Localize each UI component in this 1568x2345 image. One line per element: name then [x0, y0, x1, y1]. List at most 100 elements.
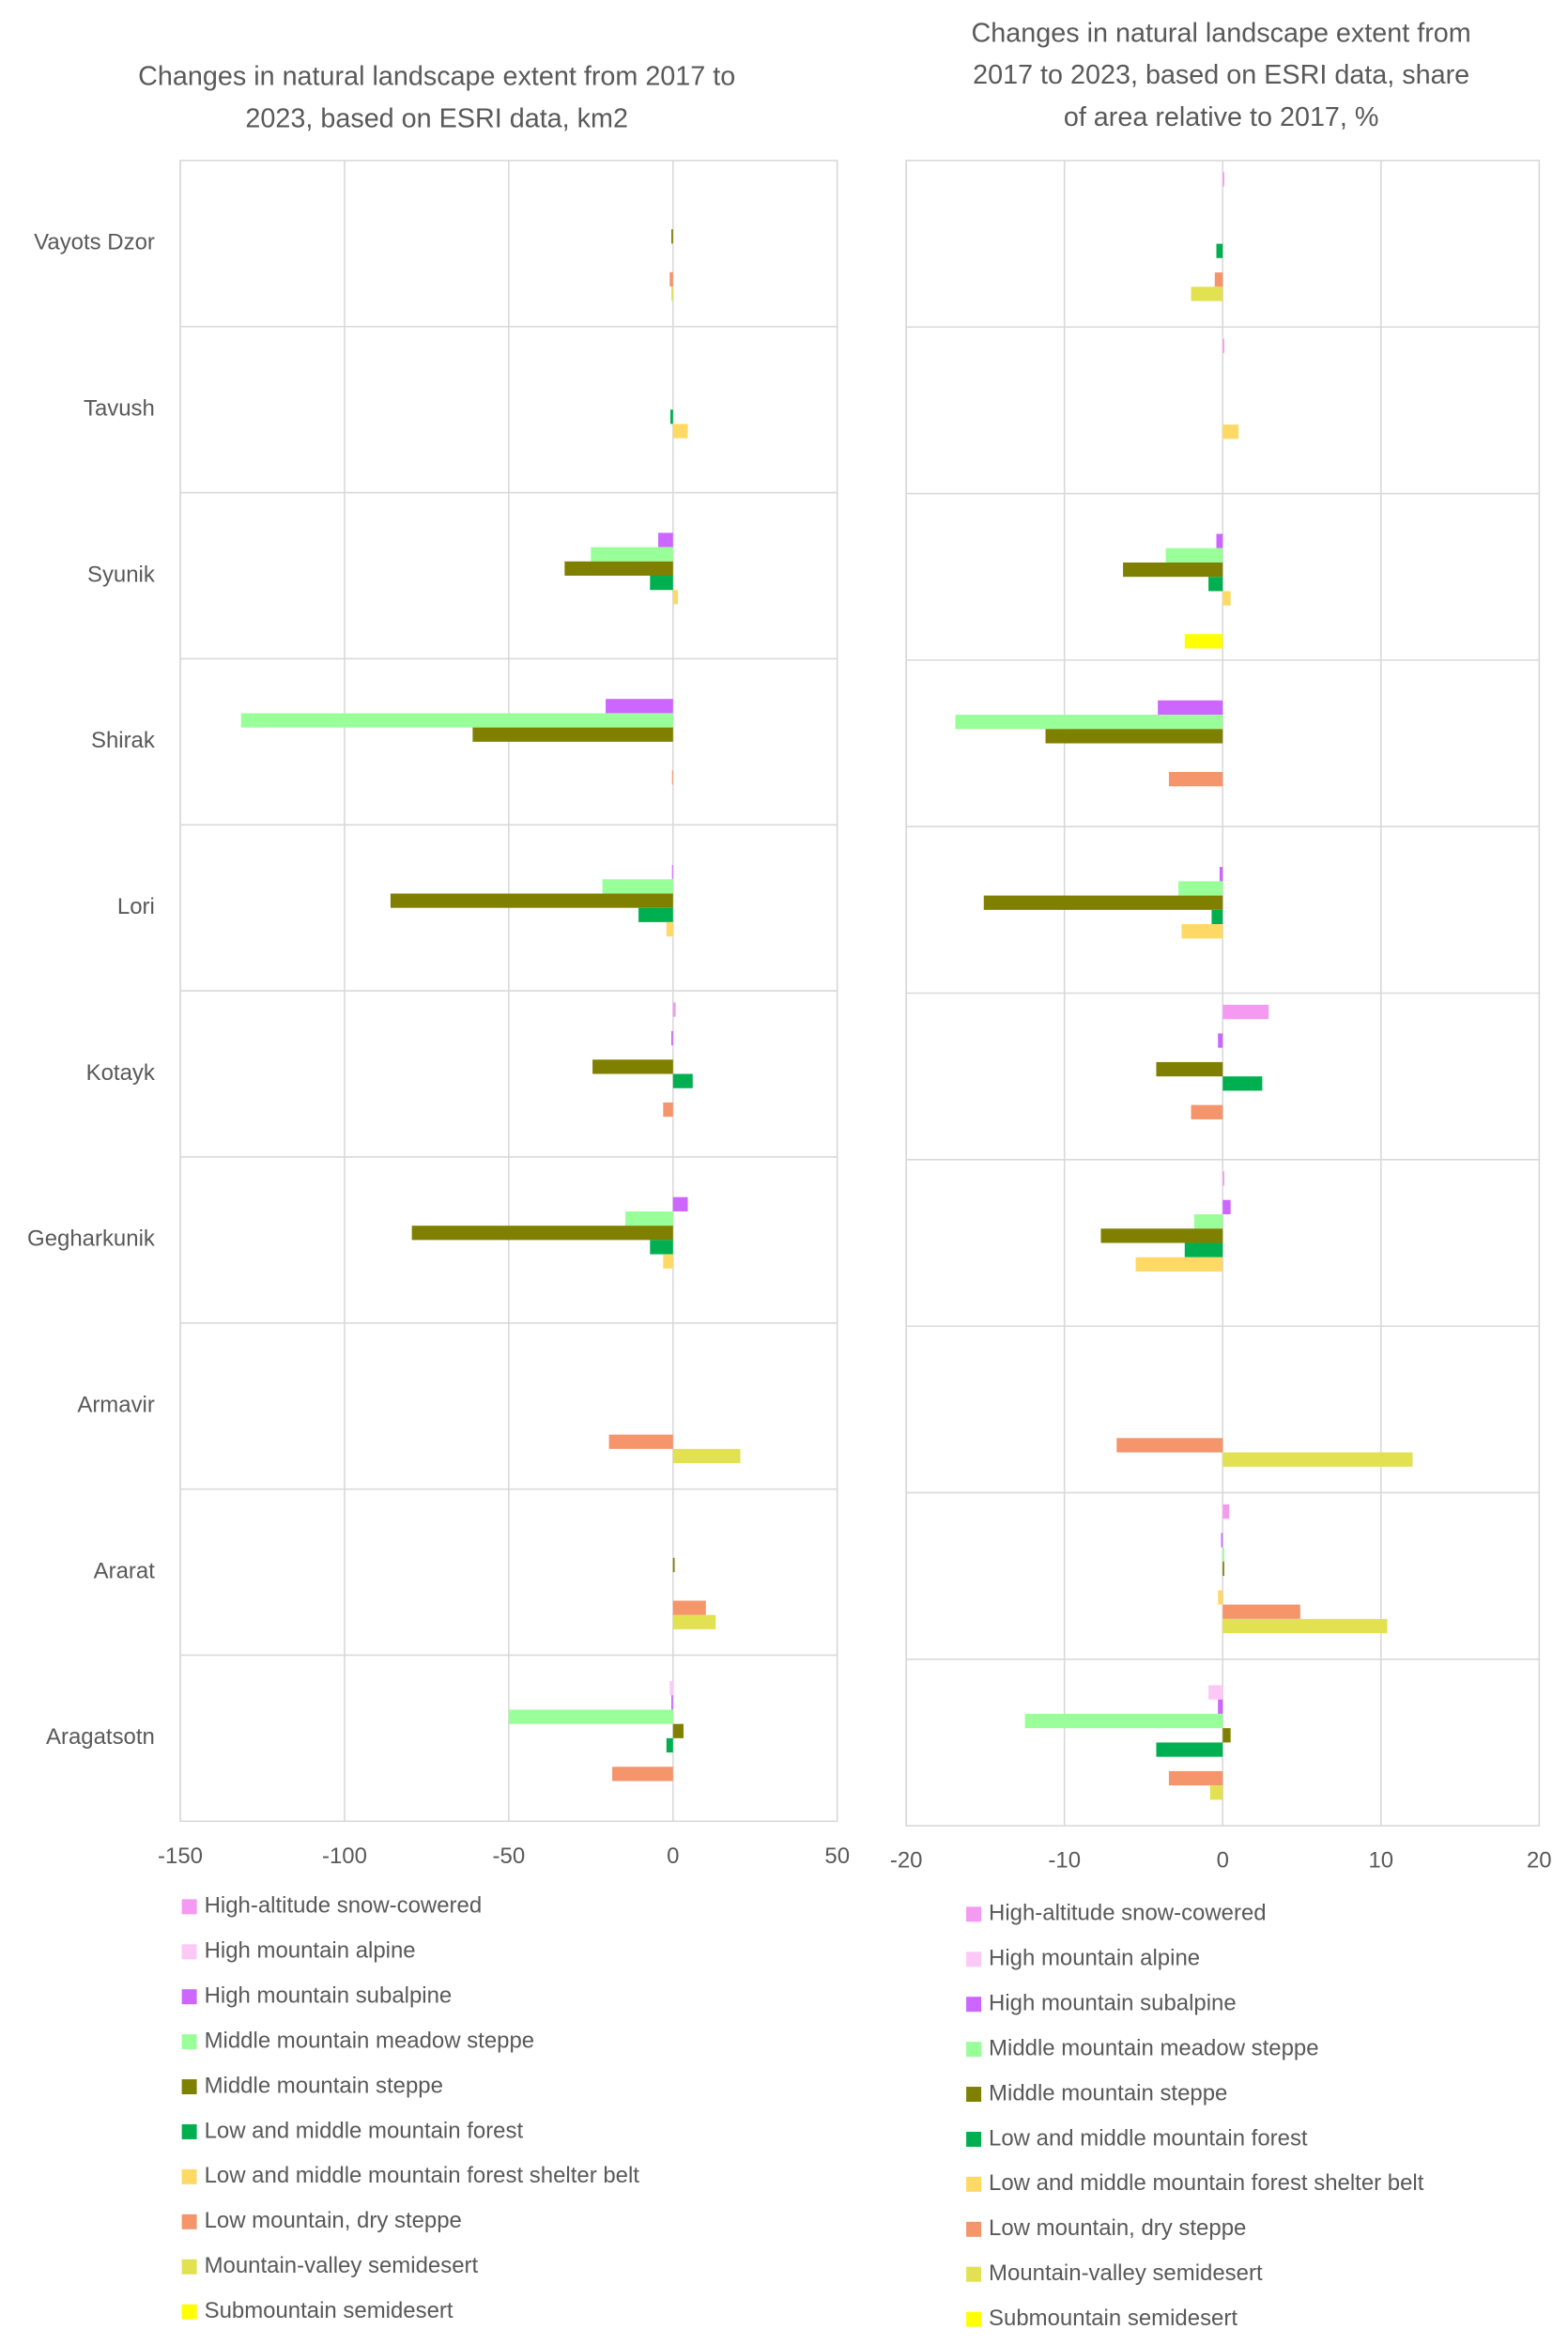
bar	[1218, 1590, 1223, 1605]
bar	[669, 1681, 673, 1696]
bar	[672, 1196, 688, 1211]
x-tick-label: 10	[1368, 1848, 1393, 1874]
bar	[671, 770, 673, 785]
legend-swatch	[966, 2042, 982, 2058]
legend-label: Low and middle mountain forest	[989, 2125, 1308, 2151]
bar	[666, 921, 673, 937]
bar	[1208, 577, 1223, 592]
bar	[1219, 867, 1223, 882]
chart-title: 2017 to 2023, based on ESRI data, share	[973, 60, 1469, 90]
legend-swatch	[966, 1997, 982, 2013]
legend-swatch	[181, 2079, 197, 2095]
legend-label: Middle mountain meadow steppe	[205, 2028, 535, 2053]
bar	[663, 1102, 673, 1118]
bar	[1178, 881, 1223, 896]
legend-swatch	[181, 2304, 197, 2320]
bar	[666, 1737, 673, 1753]
x-tick-label: 50	[824, 1844, 850, 1869]
legend-label: Submountain semidesert	[989, 2306, 1237, 2331]
legend-swatch	[966, 2131, 982, 2147]
legend-label: Mountain-valley semidesert	[989, 2260, 1263, 2286]
category-label: Aragatsotn	[46, 1724, 155, 1750]
legend-label: Low and middle mountain forest shelter b…	[989, 2170, 1424, 2196]
bar	[663, 1254, 673, 1269]
legend-label: Submountain semidesert	[205, 2298, 453, 2323]
bar	[1209, 1785, 1223, 1800]
bar	[1181, 924, 1223, 939]
bar	[672, 424, 688, 439]
bar	[669, 271, 673, 286]
bar	[1214, 272, 1223, 287]
bar	[411, 1226, 673, 1241]
legend-swatch	[181, 2034, 197, 2050]
bar	[508, 1709, 673, 1724]
bar	[625, 1211, 673, 1226]
legend-label: Middle mountain steppe	[989, 2080, 1227, 2106]
bar	[1216, 533, 1223, 548]
category-label: Tavush	[84, 396, 155, 422]
bar	[1168, 772, 1223, 787]
bar	[1135, 1257, 1223, 1272]
bar	[672, 1002, 676, 1017]
chart-title: of area relative to 2017, %	[1064, 102, 1379, 132]
bar	[672, 1073, 693, 1088]
bar	[1222, 1004, 1269, 1020]
bar	[1222, 1504, 1229, 1520]
legend-swatch	[966, 1906, 982, 1922]
category-label: Ararat	[94, 1558, 156, 1583]
bar	[1216, 243, 1223, 258]
bar	[1024, 1713, 1223, 1729]
bar	[1168, 1770, 1223, 1786]
bar	[1221, 1533, 1223, 1548]
bar	[669, 409, 673, 424]
bar	[672, 590, 679, 605]
bar	[1222, 1561, 1224, 1577]
bar	[983, 895, 1223, 910]
category-label: Armavir	[77, 1393, 155, 1418]
legend-swatch	[966, 2087, 982, 2103]
legend-swatch	[966, 1952, 982, 1967]
bar	[1222, 1199, 1231, 1214]
legend-label: Middle mountain meadow steppe	[989, 2035, 1319, 2060]
legend-label: Low mountain, dry steppe	[205, 2208, 462, 2233]
bar	[638, 907, 673, 922]
bar	[1222, 172, 1224, 187]
chart-title: 2023, based on ESRI data, km2	[245, 103, 628, 133]
bar	[1156, 1061, 1223, 1077]
bar	[1208, 1685, 1223, 1700]
bar	[1222, 1452, 1413, 1467]
bar	[650, 576, 673, 591]
bar	[672, 1723, 684, 1738]
legend-swatch	[966, 2311, 982, 2327]
bar	[955, 715, 1223, 730]
bar	[1211, 909, 1223, 925]
legend-label: High mountain subalpine	[205, 1983, 453, 2009]
legend-swatch	[181, 2168, 197, 2184]
legend-label: High mountain alpine	[989, 1946, 1200, 1971]
bar	[1218, 1699, 1223, 1714]
legend-label: Low and middle mountain forest	[205, 2118, 524, 2143]
legend-swatch	[181, 2214, 197, 2229]
bar	[1156, 1742, 1223, 1757]
category-label: Kotayk	[86, 1060, 156, 1086]
legend-swatch	[181, 1989, 197, 2005]
category-label: Vayots Dzor	[34, 230, 155, 255]
legend-label: High mountain subalpine	[989, 1991, 1237, 2016]
bar	[672, 1614, 716, 1629]
bar	[672, 1600, 706, 1615]
bar	[1222, 424, 1239, 440]
bar	[672, 1557, 675, 1573]
legend-label: High-altitude snow-cowered	[989, 1901, 1267, 1926]
bar	[1222, 1604, 1300, 1619]
bar	[1222, 1547, 1224, 1562]
legend-label: High-altitude snow-cowered	[205, 1893, 483, 1919]
category-label: Syunik	[87, 562, 156, 587]
bar	[671, 1695, 673, 1710]
bar	[1045, 729, 1223, 744]
bar	[1222, 1076, 1263, 1091]
legend-swatch	[181, 2123, 197, 2139]
bar	[1193, 1213, 1223, 1229]
bar	[591, 547, 673, 562]
bar	[1218, 1033, 1223, 1048]
